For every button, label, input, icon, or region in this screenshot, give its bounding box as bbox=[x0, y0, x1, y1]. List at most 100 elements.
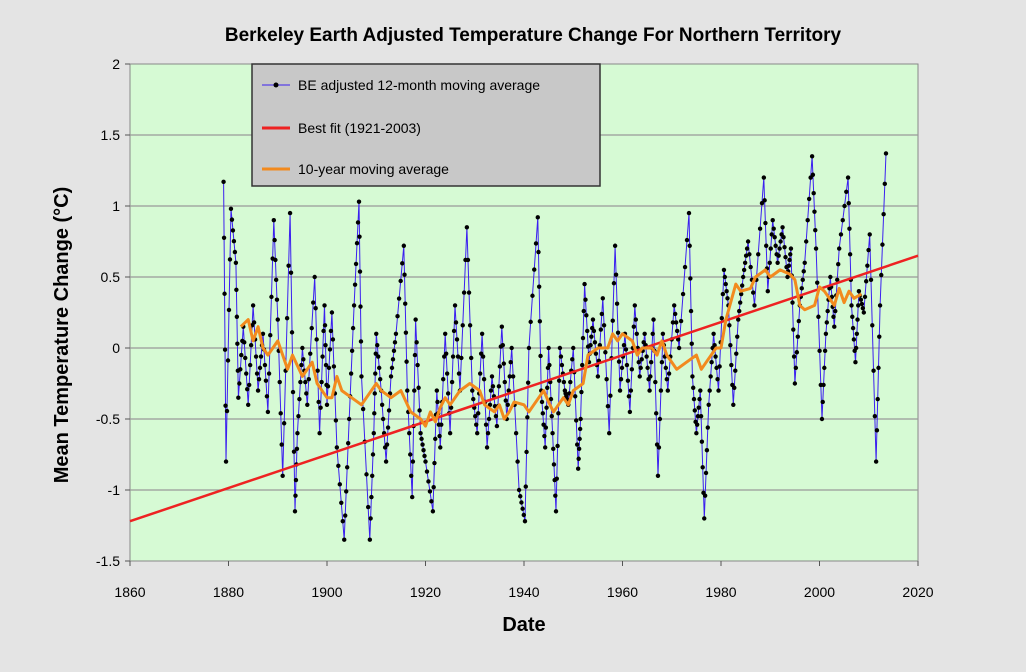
data-point bbox=[844, 189, 849, 194]
data-point bbox=[799, 286, 804, 291]
data-point bbox=[705, 425, 711, 430]
data-point bbox=[235, 341, 240, 346]
data-point bbox=[597, 342, 603, 348]
data-point bbox=[874, 428, 880, 433]
data-point bbox=[575, 466, 581, 471]
data-point bbox=[450, 354, 456, 359]
data-point bbox=[499, 324, 505, 329]
data-point bbox=[533, 241, 539, 246]
data-point bbox=[628, 388, 634, 393]
data-point bbox=[461, 290, 467, 295]
data-point bbox=[813, 227, 818, 233]
data-point bbox=[724, 289, 729, 294]
data-point bbox=[699, 439, 705, 444]
data-point bbox=[629, 367, 635, 372]
data-point bbox=[691, 385, 696, 390]
data-point bbox=[289, 330, 295, 335]
data-point bbox=[733, 368, 738, 373]
x-tick-label: 1920 bbox=[410, 584, 441, 600]
data-point bbox=[273, 257, 278, 263]
data-point bbox=[771, 226, 776, 231]
data-point bbox=[607, 431, 612, 436]
data-point bbox=[536, 284, 542, 289]
data-point bbox=[737, 308, 742, 314]
data-point bbox=[781, 235, 786, 240]
data-point bbox=[804, 239, 809, 244]
data-point bbox=[380, 416, 386, 422]
data-point bbox=[553, 493, 558, 498]
x-tick-label: 1940 bbox=[508, 584, 539, 600]
data-point bbox=[300, 345, 305, 351]
data-point bbox=[625, 378, 631, 383]
y-tick-label: 1.5 bbox=[101, 127, 121, 143]
data-point bbox=[747, 252, 752, 257]
data-point bbox=[236, 395, 241, 400]
data-point bbox=[876, 365, 881, 371]
data-point bbox=[263, 378, 269, 383]
data-point bbox=[631, 324, 637, 329]
data-point bbox=[357, 269, 363, 274]
data-point bbox=[795, 334, 801, 339]
data-point bbox=[571, 345, 576, 351]
data-point bbox=[284, 315, 290, 321]
data-point bbox=[275, 317, 280, 322]
data-point bbox=[806, 196, 812, 202]
data-point bbox=[744, 246, 750, 251]
data-point bbox=[322, 303, 327, 308]
data-point bbox=[600, 296, 605, 301]
data-point bbox=[782, 244, 787, 250]
data-point bbox=[590, 317, 596, 322]
data-point bbox=[494, 423, 500, 429]
data-point bbox=[642, 331, 647, 336]
data-point bbox=[314, 337, 319, 342]
data-point bbox=[695, 413, 701, 419]
data-point bbox=[373, 351, 378, 356]
data-point bbox=[393, 331, 399, 336]
data-point bbox=[221, 179, 226, 185]
data-point bbox=[582, 281, 587, 287]
data-point bbox=[403, 330, 409, 335]
data-point bbox=[364, 472, 369, 477]
data-point bbox=[825, 308, 830, 314]
data-point bbox=[707, 388, 712, 393]
data-point bbox=[453, 320, 459, 325]
data-point bbox=[456, 371, 462, 376]
data-point bbox=[842, 203, 847, 209]
data-point bbox=[474, 422, 479, 427]
data-point bbox=[577, 426, 583, 432]
data-point bbox=[595, 374, 601, 379]
data-point bbox=[447, 431, 453, 436]
data-point bbox=[545, 385, 550, 390]
data-point bbox=[523, 484, 528, 489]
y-tick-label: -0.5 bbox=[96, 411, 120, 427]
data-point bbox=[233, 260, 239, 265]
data-point bbox=[800, 277, 805, 283]
data-point bbox=[400, 261, 405, 266]
data-point bbox=[475, 431, 480, 436]
data-point bbox=[637, 374, 642, 379]
data-point bbox=[223, 459, 229, 464]
data-point bbox=[509, 345, 514, 351]
data-point bbox=[729, 362, 734, 368]
data-point bbox=[690, 374, 695, 379]
data-point bbox=[455, 354, 461, 359]
data-point bbox=[787, 257, 792, 263]
data-point bbox=[593, 351, 599, 356]
x-tick-label: 1880 bbox=[213, 584, 244, 600]
data-point bbox=[697, 396, 702, 402]
data-point bbox=[334, 445, 340, 450]
data-point bbox=[312, 274, 317, 280]
data-point bbox=[761, 175, 767, 180]
data-point bbox=[805, 218, 810, 223]
data-point bbox=[331, 364, 337, 369]
data-point bbox=[503, 398, 508, 403]
data-point bbox=[780, 225, 785, 230]
data-point bbox=[460, 323, 465, 328]
data-point bbox=[473, 413, 478, 419]
data-point bbox=[759, 200, 765, 206]
data-point bbox=[544, 405, 549, 410]
data-point bbox=[678, 318, 684, 324]
data-point bbox=[423, 459, 428, 464]
data-point bbox=[246, 382, 252, 388]
data-point bbox=[459, 355, 464, 361]
